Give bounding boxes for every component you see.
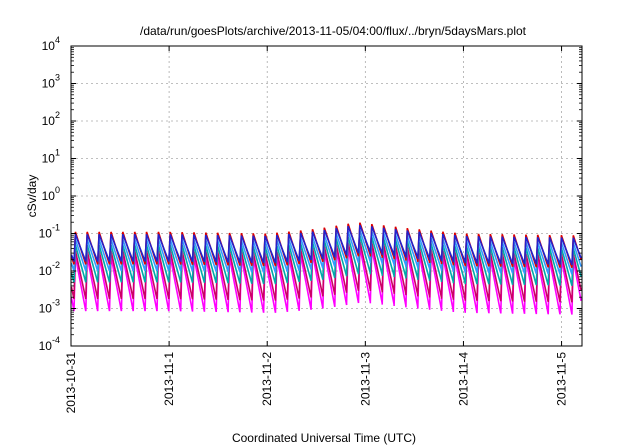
y-tick-label: 100: [42, 185, 60, 203]
series-line-1: [70, 246, 582, 315]
y-tick-label: 104: [42, 35, 60, 53]
y-tick-label: 102: [42, 110, 60, 128]
x-axis-label: Coordinated Universal Time (UTC): [232, 431, 416, 445]
x-axis: 2013-10-31 2013-11-1 2013-11-2 2013-11-3 201…: [64, 46, 569, 413]
y-tick-label: 10-1: [39, 223, 60, 241]
series-line-6: [70, 224, 582, 265]
y-axis: 10-4 10-3 10-2 10-1 100 101 102 103 104: [39, 35, 582, 353]
x-tick-label: 2013-11-2: [260, 352, 274, 406]
y-tick-label: 10-4: [39, 335, 60, 353]
x-tick-label: 2013-10-31: [64, 352, 78, 414]
y-tick-label: 101: [42, 148, 60, 166]
x-tick-label: 2013-11-4: [456, 352, 470, 406]
series-layer: [70, 222, 582, 315]
chart-title: /data/run/goesPlots/archive/2013-11-05/0…: [140, 24, 527, 38]
y-tick-label: 10-3: [39, 298, 60, 316]
x-tick-label: 2013-11-3: [358, 352, 372, 406]
y-tick-label: 103: [42, 73, 60, 91]
x-tick-label: 2013-11-1: [162, 352, 176, 406]
x-tick-label: 2013-11-5: [555, 352, 569, 406]
y-tick-label: 10-2: [39, 260, 60, 278]
y-axis-label: cSv/day: [25, 175, 39, 218]
